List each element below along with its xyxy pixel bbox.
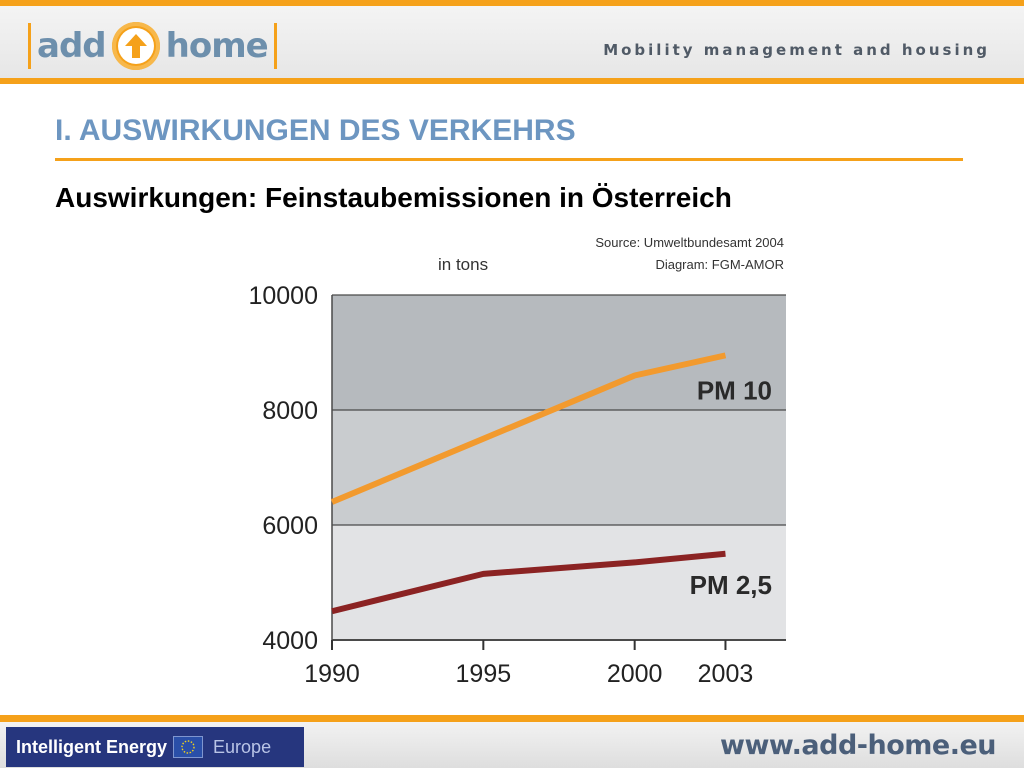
y-tick-label: 8000	[262, 397, 318, 425]
website-url[interactable]: www.add-home.eu	[720, 730, 996, 761]
diagram-credit: Diagram: FGM-AMOR	[655, 257, 784, 272]
plot-band	[332, 295, 786, 410]
logo-word-home: home	[165, 26, 269, 66]
add-home-logo: add home	[28, 18, 277, 74]
slide-subtitle: Auswirkungen: Feinstaubemissionen in Öst…	[55, 182, 732, 213]
header-accent-stripe	[0, 78, 1024, 84]
slide-title: I. AUSWIRKUNGEN DES VERKEHRS	[55, 114, 576, 147]
logo-word-add: add	[37, 26, 107, 66]
x-tick-label: 1995	[456, 660, 512, 688]
series-line	[331, 550, 726, 615]
series-line	[330, 352, 727, 505]
emissions-line-chart: 10000 8000 6000 4000 1990 1995 2000 2003 PM 10 PM…	[248, 282, 786, 688]
y-tick-label: 6000	[262, 512, 318, 540]
y-tick-label: 10000	[248, 282, 318, 310]
series-label: PM 10	[697, 375, 772, 405]
series-label: PM 2,5	[690, 570, 772, 600]
y-unit-label: in tons	[438, 255, 489, 274]
program-region: Europe	[213, 736, 272, 757]
chart-source: Source: Umweltbundesamt 2004 Diagram: FG…	[548, 232, 784, 276]
header-tagline: Mobility management and housing	[603, 41, 990, 59]
up-arrow-icon	[111, 22, 160, 70]
header-bar: add home Mobility management and housing	[0, 6, 1024, 78]
y-tick-label: 4000	[262, 627, 318, 655]
intelligent-energy-europe-logo: Intelligent Energy Europe	[6, 727, 304, 767]
plot-band	[332, 525, 786, 640]
program-name: Intelligent Energy	[16, 736, 168, 757]
plot-band	[332, 410, 786, 525]
source-line: Source: Umweltbundesamt 2004	[595, 235, 784, 250]
logo-bar-right	[273, 23, 277, 69]
x-tick-label: 2000	[607, 660, 663, 688]
top-accent-stripe	[0, 0, 1024, 6]
x-tick-label: 1990	[304, 660, 360, 688]
title-divider	[55, 158, 963, 161]
eu-flag-icon	[173, 736, 204, 758]
x-tick-label: 2003	[698, 660, 754, 688]
logo-bar-left	[28, 23, 31, 69]
footer-accent-stripe	[0, 715, 1024, 722]
